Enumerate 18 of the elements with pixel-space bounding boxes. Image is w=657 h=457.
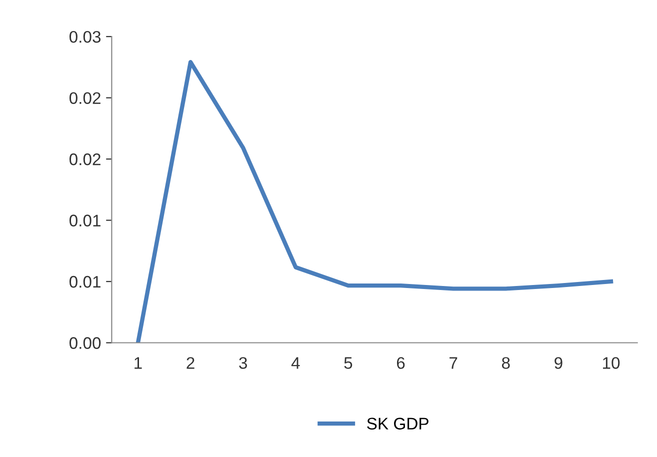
x-tick-label: 7 <box>450 357 458 369</box>
y-tick-label: 0.02 <box>69 92 100 104</box>
y-tick-label: 0.03 <box>69 30 101 43</box>
y-tick-label: 0.02 <box>69 153 100 166</box>
x-tick-label: 6 <box>396 357 405 369</box>
y-tick-label: 0.01 <box>69 276 100 288</box>
y-tick-label: 0.01 <box>69 214 100 226</box>
x-tick-label: 8 <box>502 357 510 369</box>
x-tick-label: 5 <box>344 357 352 369</box>
x-tick-label: 10 <box>603 357 620 369</box>
x-tick-label: 4 <box>291 357 300 369</box>
legend-label: SK GDP <box>367 418 428 430</box>
line-series <box>136 60 614 343</box>
x-tick-label: 3 <box>239 357 247 369</box>
x-tick-label: 9 <box>554 357 562 369</box>
x-tick-label: 1 <box>134 357 142 369</box>
y-tick-label: 0.00 <box>69 337 101 349</box>
x-tick-label: 2 <box>186 357 194 369</box>
